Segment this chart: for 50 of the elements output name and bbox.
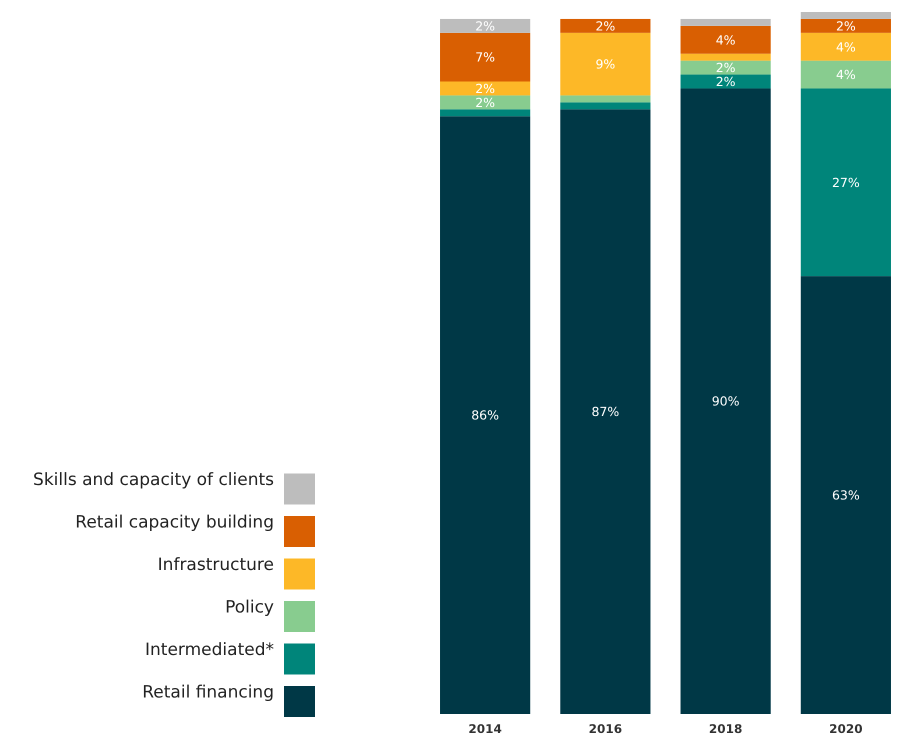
bar <box>440 95 530 110</box>
bar <box>560 18 650 33</box>
bar <box>440 32 530 82</box>
data-label: 87% <box>591 404 620 420</box>
data-label: 2% <box>836 18 856 34</box>
data-label: 2% <box>475 94 496 110</box>
bar <box>680 26 771 54</box>
data-label: 27% <box>832 174 860 190</box>
data-label: 2% <box>475 80 496 96</box>
x-tick-label: 2018 <box>708 722 742 736</box>
bar <box>560 32 650 96</box>
data-label: 9% <box>595 56 616 72</box>
bar <box>680 74 771 88</box>
bar <box>800 60 891 88</box>
legend-label: Intermediated* <box>145 640 274 660</box>
x-tick-label: 2016 <box>588 722 622 736</box>
data-label: 2% <box>475 18 496 34</box>
bar <box>560 102 650 110</box>
bar <box>440 116 530 714</box>
legend-label: Retail financing <box>142 682 274 702</box>
data-label: 4% <box>836 39 856 54</box>
bar <box>680 18 771 26</box>
bar <box>800 88 891 276</box>
bar <box>440 82 530 96</box>
data-label: 2% <box>595 18 616 34</box>
legend-label: Infrastructure <box>158 555 274 575</box>
data-label: 86% <box>471 408 500 423</box>
bar <box>680 88 771 714</box>
data-label: 7% <box>475 50 496 65</box>
data-label: 2% <box>716 60 736 76</box>
x-tick-label: 2020 <box>829 722 863 736</box>
data-label: 63% <box>832 488 860 503</box>
bar <box>800 12 891 19</box>
bar <box>680 54 771 61</box>
bar <box>440 109 530 116</box>
bar <box>680 60 771 75</box>
bar <box>560 109 650 714</box>
data-label: 4% <box>716 32 736 48</box>
bar <box>800 18 891 33</box>
bar <box>440 18 530 33</box>
bar <box>800 32 891 61</box>
x-tick-label: 2014 <box>468 722 502 736</box>
bar <box>800 276 891 714</box>
data-label: 4% <box>836 67 856 82</box>
data-label: 90% <box>712 394 740 409</box>
legend-label: Retail capacity building <box>75 512 274 532</box>
legend-label: Policy <box>225 598 274 618</box>
legend-label: Skills and capacity of clients <box>33 470 274 490</box>
bar <box>560 95 650 102</box>
data-label: 2% <box>716 74 736 90</box>
